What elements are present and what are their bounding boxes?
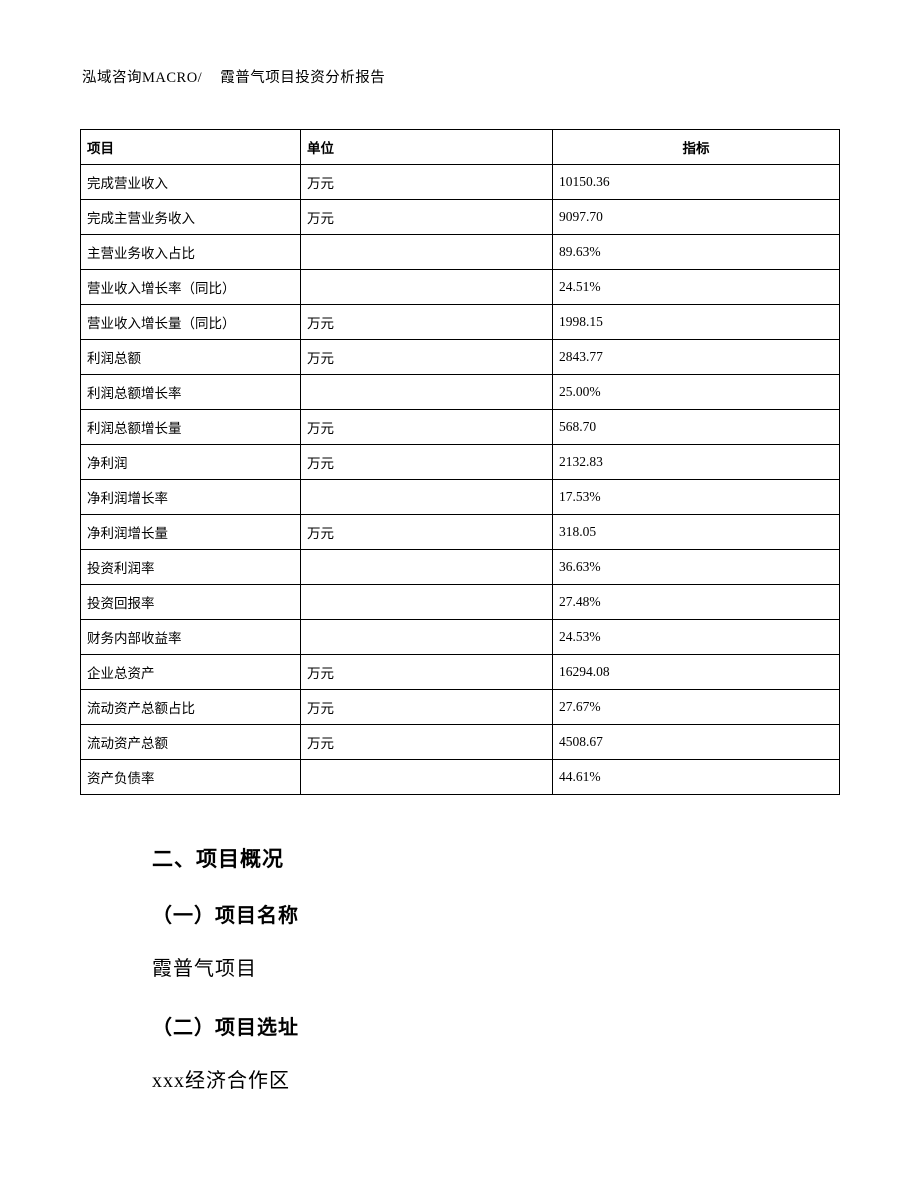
cell-project: 净利润 [81, 445, 301, 480]
cell-unit [301, 620, 553, 655]
cell-unit [301, 550, 553, 585]
cell-unit [301, 760, 553, 795]
section-2-title: 二、项目概况 [152, 843, 840, 873]
cell-project: 完成主营业务收入 [81, 200, 301, 235]
cell-project: 完成营业收入 [81, 165, 301, 200]
cell-project: 营业收入增长率（同比） [81, 270, 301, 305]
table-row: 投资回报率 27.48% [81, 585, 840, 620]
cell-project: 主营业务收入占比 [81, 235, 301, 270]
table-row: 完成主营业务收入万元9097.70 [81, 200, 840, 235]
table-row: 资产负债率 44.61% [81, 760, 840, 795]
cell-unit [301, 480, 553, 515]
col-header-project: 项目 [81, 130, 301, 165]
cell-project: 营业收入增长量（同比） [81, 305, 301, 340]
cell-indicator: 4508.67 [553, 725, 840, 760]
cell-indicator: 9097.70 [553, 200, 840, 235]
table-row: 完成营业收入万元10150.36 [81, 165, 840, 200]
cell-project: 财务内部收益率 [81, 620, 301, 655]
table-row: 营业收入增长率（同比） 24.51% [81, 270, 840, 305]
cell-unit [301, 270, 553, 305]
table-row: 净利润增长率 17.53% [81, 480, 840, 515]
cell-indicator: 44.61% [553, 760, 840, 795]
cell-project: 资产负债率 [81, 760, 301, 795]
cell-project: 利润总额增长量 [81, 410, 301, 445]
table-row: 净利润万元2132.83 [81, 445, 840, 480]
cell-indicator: 24.51% [553, 270, 840, 305]
col-header-unit: 单位 [301, 130, 553, 165]
table-row: 主营业务收入占比 89.63% [81, 235, 840, 270]
table-row: 营业收入增长量（同比）万元1998.15 [81, 305, 840, 340]
table-row: 利润总额增长率 25.00% [81, 375, 840, 410]
header-title: 霞普气项目投资分析报告 [220, 70, 385, 86]
section-2-1-title: （一）项目名称 [152, 899, 840, 928]
cell-unit [301, 375, 553, 410]
cell-indicator: 36.63% [553, 550, 840, 585]
cell-indicator: 2132.83 [553, 445, 840, 480]
cell-project: 流动资产总额占比 [81, 690, 301, 725]
table-row: 利润总额增长量万元568.70 [81, 410, 840, 445]
cell-unit: 万元 [301, 515, 553, 550]
cell-unit: 万元 [301, 165, 553, 200]
page-header: 泓域咨询MACRO/霞普气项目投资分析报告 [82, 66, 840, 87]
cell-unit: 万元 [301, 445, 553, 480]
cell-indicator: 24.53% [553, 620, 840, 655]
col-header-indicator: 指标 [553, 130, 840, 165]
cell-indicator: 89.63% [553, 235, 840, 270]
cell-project: 投资回报率 [81, 585, 301, 620]
cell-project: 净利润增长率 [81, 480, 301, 515]
section-2-1-body: 霞普气项目 [152, 952, 840, 981]
section-2-2-title: （二）项目选址 [152, 1011, 840, 1040]
cell-unit: 万元 [301, 725, 553, 760]
cell-indicator: 318.05 [553, 515, 840, 550]
page: 泓域咨询MACRO/霞普气项目投资分析报告 项目 单位 指标 完成营业收入万元1… [0, 0, 920, 1191]
cell-indicator: 10150.36 [553, 165, 840, 200]
cell-unit: 万元 [301, 340, 553, 375]
table-row: 流动资产总额占比万元27.67% [81, 690, 840, 725]
cell-indicator: 568.70 [553, 410, 840, 445]
cell-unit [301, 585, 553, 620]
table-row: 财务内部收益率 24.53% [81, 620, 840, 655]
cell-indicator: 1998.15 [553, 305, 840, 340]
table-row: 净利润增长量万元318.05 [81, 515, 840, 550]
section-2-2-body: xxx经济合作区 [152, 1064, 840, 1093]
table-body: 完成营业收入万元10150.36 完成主营业务收入万元9097.70 主营业务收… [81, 165, 840, 795]
table-row: 流动资产总额万元4508.67 [81, 725, 840, 760]
cell-project: 利润总额 [81, 340, 301, 375]
cell-project: 流动资产总额 [81, 725, 301, 760]
metrics-table: 项目 单位 指标 完成营业收入万元10150.36 完成主营业务收入万元9097… [80, 129, 840, 795]
cell-project: 净利润增长量 [81, 515, 301, 550]
cell-unit [301, 235, 553, 270]
cell-indicator: 16294.08 [553, 655, 840, 690]
cell-unit: 万元 [301, 655, 553, 690]
cell-project: 投资利润率 [81, 550, 301, 585]
cell-unit: 万元 [301, 200, 553, 235]
cell-unit: 万元 [301, 410, 553, 445]
cell-indicator: 27.67% [553, 690, 840, 725]
table-row: 利润总额万元2843.77 [81, 340, 840, 375]
cell-unit: 万元 [301, 690, 553, 725]
table-row: 企业总资产万元16294.08 [81, 655, 840, 690]
table-header-row: 项目 单位 指标 [81, 130, 840, 165]
cell-indicator: 2843.77 [553, 340, 840, 375]
cell-project: 企业总资产 [81, 655, 301, 690]
cell-project: 利润总额增长率 [81, 375, 301, 410]
cell-indicator: 17.53% [553, 480, 840, 515]
cell-indicator: 27.48% [553, 585, 840, 620]
table-row: 投资利润率 36.63% [81, 550, 840, 585]
cell-indicator: 25.00% [553, 375, 840, 410]
cell-unit: 万元 [301, 305, 553, 340]
header-org: 泓域咨询MACRO/ [82, 70, 202, 86]
